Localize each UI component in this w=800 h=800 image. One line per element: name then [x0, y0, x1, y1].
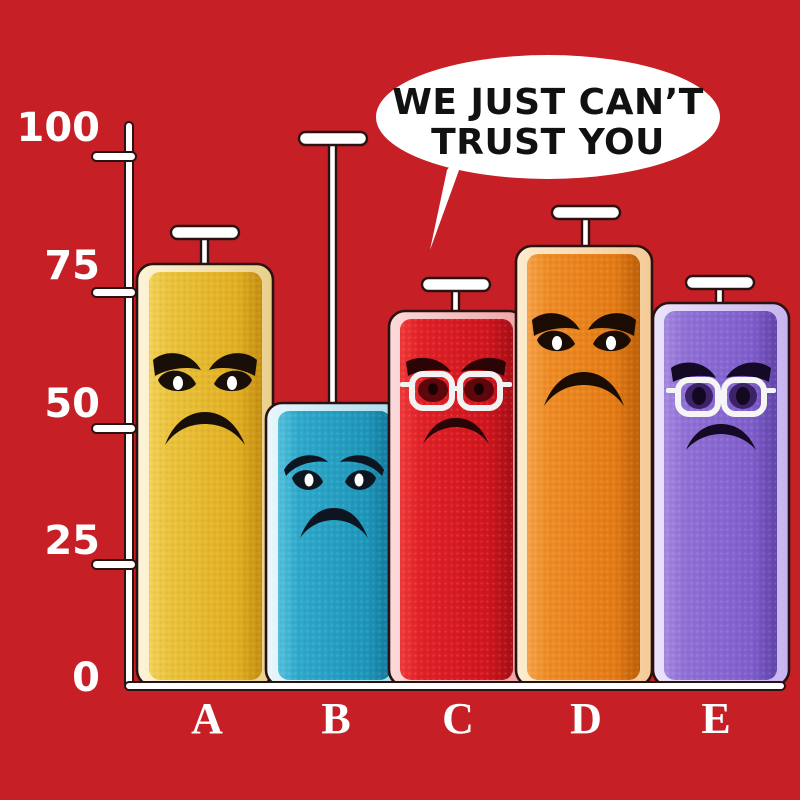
bar-E[interactable] — [651, 301, 791, 688]
y-tick-label-25: 25 — [44, 518, 100, 564]
y-tick-label-50: 50 — [44, 381, 100, 427]
bar-C[interactable] — [387, 309, 527, 688]
face-E — [666, 362, 776, 450]
axes — [91, 121, 786, 691]
x-tick-label-E: E — [701, 694, 730, 743]
x-tick-label-B: B — [321, 694, 350, 743]
glasses-C — [400, 371, 512, 411]
error-bar-B — [297, 130, 369, 421]
y-tick-labels: 100 75 50 25 0 — [17, 105, 101, 701]
face-A — [153, 353, 257, 445]
face-D — [532, 313, 636, 406]
glasses-E — [666, 377, 776, 417]
y-ticks — [91, 151, 137, 570]
face-C — [400, 357, 512, 444]
bar-B[interactable] — [264, 401, 404, 688]
speech-bubble-line-2: TRUST YOU — [431, 122, 665, 163]
y-tick-label-75: 75 — [44, 243, 100, 289]
bar-A[interactable] — [135, 262, 275, 688]
x-tick-label-C: C — [442, 694, 474, 743]
x-tick-label-A: A — [191, 694, 223, 743]
y-tick-label-0: 0 — [72, 655, 100, 701]
face-B — [284, 455, 384, 538]
speech-bubble: WE JUST CAN’T TRUST YOU — [376, 55, 720, 250]
x-tick-labels: A B C D E — [191, 694, 731, 743]
speech-bubble-line-1: WE JUST CAN’T — [392, 82, 704, 123]
y-tick-label-100: 100 — [17, 105, 101, 151]
bar-D[interactable] — [514, 244, 654, 688]
x-tick-label-D: D — [570, 694, 602, 743]
